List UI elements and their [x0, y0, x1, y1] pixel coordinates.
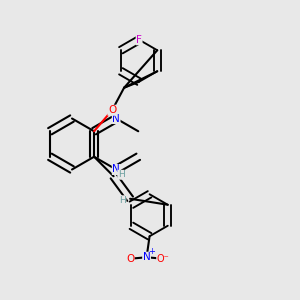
Text: N: N: [143, 252, 151, 262]
Text: H: H: [118, 170, 124, 179]
Text: +: +: [148, 247, 155, 256]
Text: O: O: [108, 105, 116, 115]
Text: N: N: [112, 113, 120, 124]
Text: F: F: [136, 35, 142, 45]
Text: O⁻: O⁻: [157, 254, 169, 264]
Text: H: H: [119, 196, 126, 205]
Text: O: O: [126, 254, 134, 264]
Text: N: N: [112, 164, 120, 175]
